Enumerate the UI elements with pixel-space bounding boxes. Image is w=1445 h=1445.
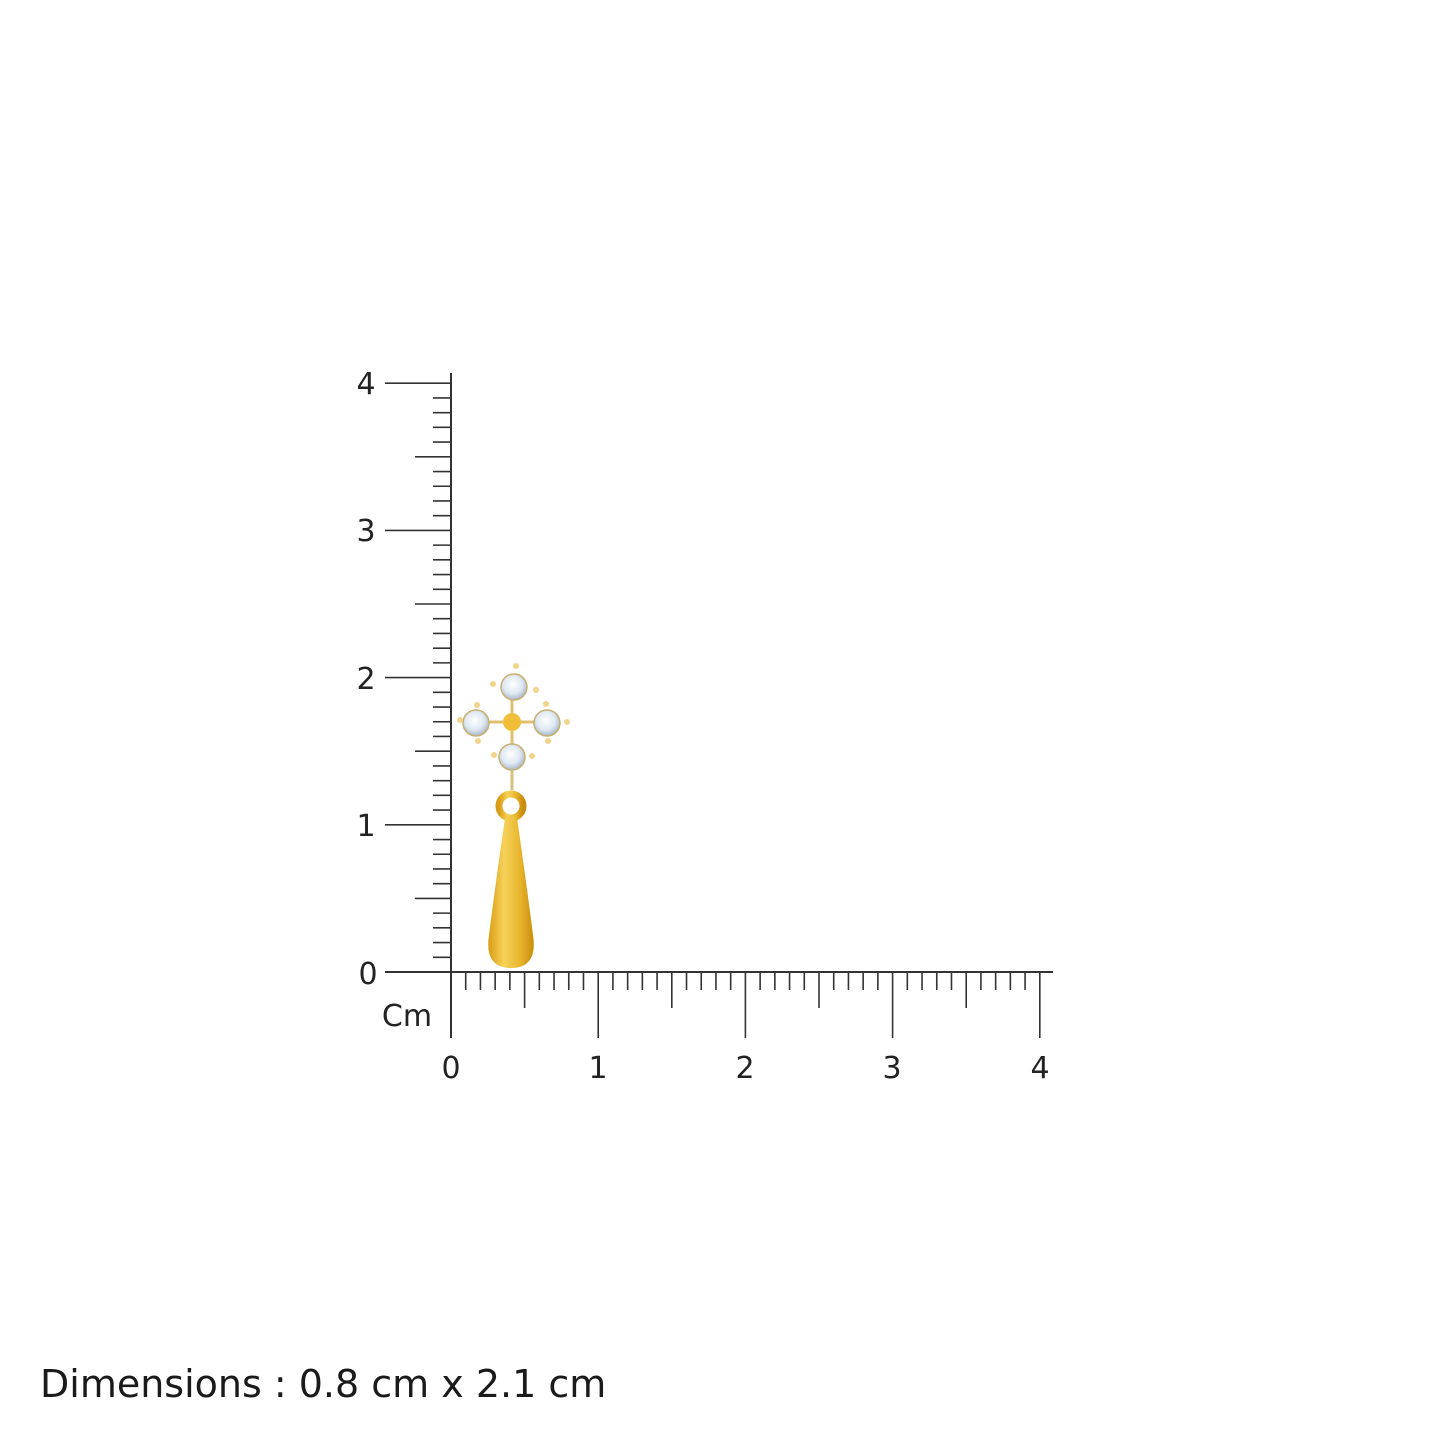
stone-right [533,709,561,737]
gold-drop [488,815,534,968]
x-label-2: 2 [735,1051,754,1086]
x-label-1: 1 [588,1051,607,1086]
jump-ring [495,790,527,822]
unit-label: Cm [382,999,432,1034]
earring-image [457,663,570,968]
dimensions-caption: Dimensions : 0.8 cm x 2.1 cm [40,1362,607,1406]
stone-bottom [498,743,526,771]
stone-top [500,673,528,701]
x-label-4: 4 [1030,1051,1049,1086]
center-bead [503,713,521,731]
y-label-3: 3 [356,514,375,549]
y-label-1: 1 [356,809,375,844]
stone-left [462,709,490,737]
x-label-0: 0 [441,1051,460,1086]
y-label-0: 0 [358,957,377,992]
y-label-2: 2 [356,662,375,697]
y-label-4: 4 [356,367,375,402]
x-label-3: 3 [882,1051,901,1086]
